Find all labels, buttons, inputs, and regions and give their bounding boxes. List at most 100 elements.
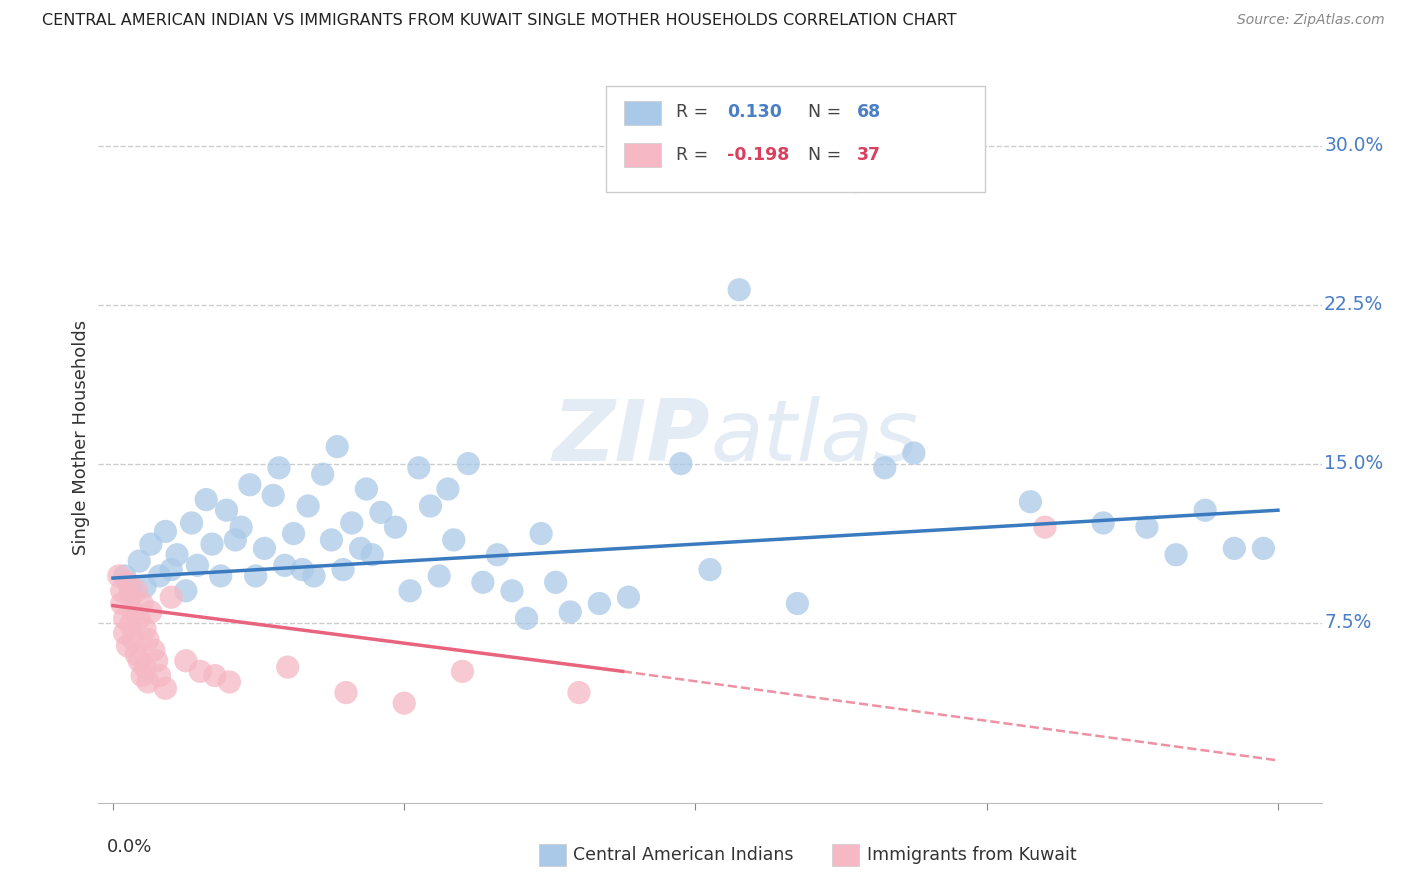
Point bbox=[457, 457, 479, 471]
Point bbox=[117, 575, 139, 590]
Point bbox=[267, 460, 290, 475]
Text: 15.0%: 15.0% bbox=[1324, 454, 1384, 473]
Point bbox=[419, 499, 441, 513]
Point bbox=[443, 533, 465, 547]
Point bbox=[128, 611, 150, 625]
Point bbox=[515, 611, 537, 625]
Point bbox=[142, 643, 165, 657]
FancyBboxPatch shape bbox=[606, 86, 986, 192]
Point bbox=[245, 569, 267, 583]
FancyBboxPatch shape bbox=[832, 845, 859, 866]
Point bbox=[125, 583, 148, 598]
Point bbox=[544, 575, 567, 590]
Text: 30.0%: 30.0% bbox=[1324, 136, 1384, 155]
Point bbox=[155, 524, 177, 539]
Point bbox=[588, 597, 610, 611]
Point bbox=[560, 605, 582, 619]
Point bbox=[786, 597, 808, 611]
Point bbox=[617, 590, 640, 604]
Point bbox=[174, 654, 197, 668]
Point bbox=[451, 665, 474, 679]
Point bbox=[155, 681, 177, 696]
Point bbox=[1019, 494, 1042, 508]
Point bbox=[134, 660, 156, 674]
Point bbox=[427, 569, 450, 583]
Point bbox=[134, 622, 156, 636]
Text: 68: 68 bbox=[856, 103, 882, 121]
Point bbox=[1092, 516, 1115, 530]
Point bbox=[340, 516, 363, 530]
Text: 37: 37 bbox=[856, 145, 880, 164]
Text: 0.130: 0.130 bbox=[727, 103, 782, 121]
Point bbox=[180, 516, 202, 530]
Point bbox=[349, 541, 371, 556]
Point bbox=[160, 563, 183, 577]
Point bbox=[669, 457, 692, 471]
Y-axis label: Single Mother Households: Single Mother Households bbox=[72, 319, 90, 555]
Point bbox=[1223, 541, 1246, 556]
Point bbox=[111, 583, 134, 598]
Point bbox=[399, 583, 422, 598]
Point bbox=[356, 482, 378, 496]
Point bbox=[486, 548, 509, 562]
Point bbox=[218, 675, 240, 690]
Point bbox=[128, 554, 150, 568]
Point bbox=[166, 548, 188, 562]
Point bbox=[728, 283, 751, 297]
Point bbox=[139, 537, 162, 551]
Point bbox=[224, 533, 246, 547]
Point bbox=[297, 499, 319, 513]
Point bbox=[1253, 541, 1275, 556]
Point bbox=[361, 548, 384, 562]
Point bbox=[136, 675, 159, 690]
Point bbox=[120, 583, 142, 598]
Text: N =: N = bbox=[808, 103, 846, 121]
Point bbox=[131, 597, 153, 611]
Point bbox=[131, 668, 153, 682]
Point bbox=[394, 696, 416, 710]
Text: atlas: atlas bbox=[710, 395, 918, 479]
Text: 22.5%: 22.5% bbox=[1324, 295, 1384, 314]
Point bbox=[332, 563, 354, 577]
Point bbox=[186, 558, 208, 573]
Point bbox=[437, 482, 460, 496]
Point bbox=[302, 569, 325, 583]
Point bbox=[114, 611, 136, 625]
FancyBboxPatch shape bbox=[624, 101, 661, 125]
Text: -0.198: -0.198 bbox=[727, 145, 790, 164]
Point bbox=[120, 590, 142, 604]
Point bbox=[209, 569, 232, 583]
Point bbox=[326, 440, 349, 454]
Point bbox=[201, 537, 224, 551]
Point bbox=[1136, 520, 1159, 534]
Point bbox=[291, 563, 314, 577]
Text: ZIP: ZIP bbox=[553, 395, 710, 479]
Point bbox=[111, 597, 134, 611]
Point bbox=[188, 665, 212, 679]
Text: N =: N = bbox=[808, 145, 846, 164]
Text: Source: ZipAtlas.com: Source: ZipAtlas.com bbox=[1237, 13, 1385, 28]
Point bbox=[160, 590, 183, 604]
Point bbox=[239, 477, 262, 491]
Point bbox=[122, 605, 145, 619]
Point bbox=[311, 467, 335, 482]
Point bbox=[1164, 548, 1187, 562]
Point bbox=[128, 654, 150, 668]
Point bbox=[117, 639, 139, 653]
Point bbox=[277, 660, 299, 674]
Point bbox=[139, 605, 162, 619]
Point bbox=[370, 505, 392, 519]
Point bbox=[108, 569, 131, 583]
Point bbox=[471, 575, 494, 590]
Point bbox=[215, 503, 238, 517]
Point bbox=[120, 617, 142, 632]
FancyBboxPatch shape bbox=[624, 143, 661, 167]
Point bbox=[274, 558, 297, 573]
Text: Immigrants from Kuwait: Immigrants from Kuwait bbox=[866, 847, 1076, 864]
Text: CENTRAL AMERICAN INDIAN VS IMMIGRANTS FROM KUWAIT SINGLE MOTHER HOUSEHOLDS CORRE: CENTRAL AMERICAN INDIAN VS IMMIGRANTS FR… bbox=[42, 13, 957, 29]
Text: 7.5%: 7.5% bbox=[1324, 613, 1371, 632]
Point bbox=[1033, 520, 1056, 534]
Point bbox=[501, 583, 523, 598]
Text: 0.0%: 0.0% bbox=[107, 838, 152, 856]
Point bbox=[136, 632, 159, 647]
